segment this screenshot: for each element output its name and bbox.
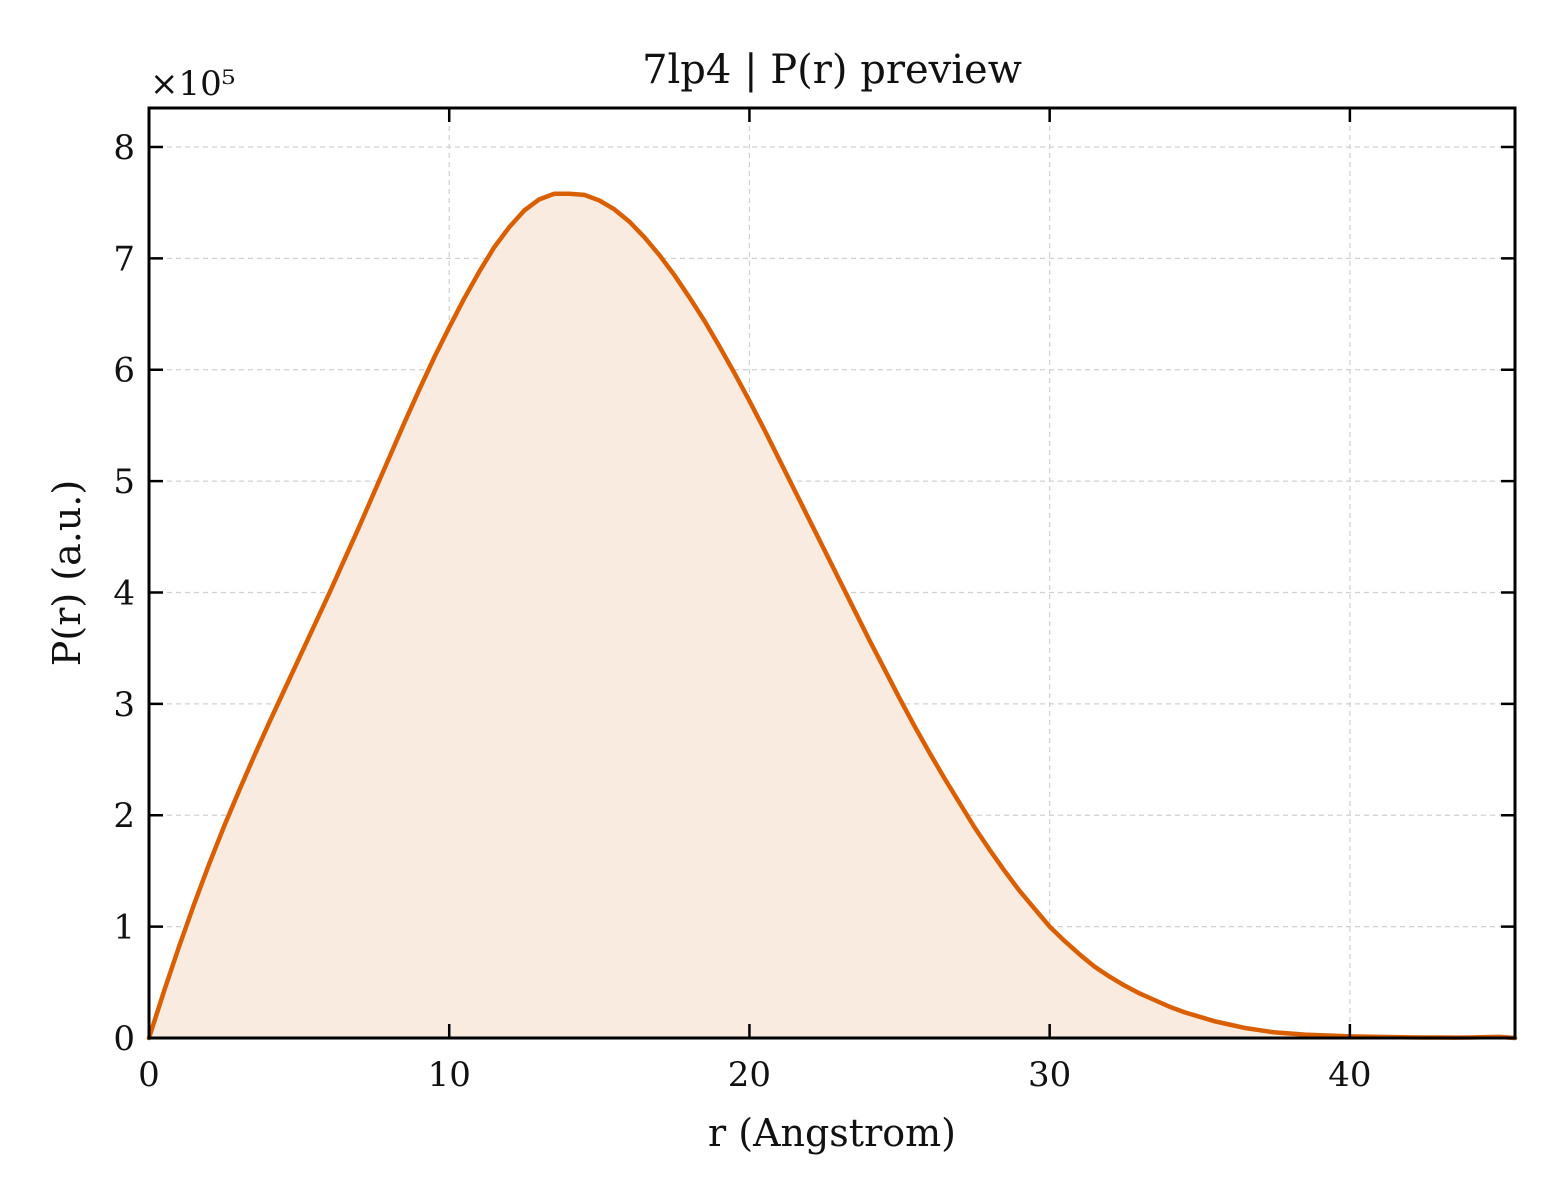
y-axis-label: P(r) (a.u.) (45, 480, 89, 666)
y-tick-label: 7 (113, 239, 135, 279)
series-line (146, 191, 1518, 1041)
x-tick-label: 40 (1328, 1055, 1371, 1095)
x-axis-label: r (Angstrom) (708, 1111, 956, 1155)
x-tick-label: 30 (1028, 1055, 1071, 1095)
x-tick-label: 20 (728, 1055, 771, 1095)
y-tick-label: 2 (113, 796, 135, 836)
y-tick-label: 0 (113, 1019, 135, 1059)
plot-frame (147, 106, 1517, 1040)
y-tick-label: 3 (113, 685, 135, 725)
x-axis-ticks: 0 10 20 30 40 (138, 108, 1372, 1095)
y-tick-label: 1 (113, 908, 135, 948)
y-tick-label: 4 (113, 573, 135, 613)
y-multiplier-label: ×10⁵ (150, 64, 235, 104)
x-tick-label: 0 (138, 1055, 160, 1095)
y-tick-label: 5 (113, 462, 135, 502)
x-tick-label: 10 (428, 1055, 471, 1095)
y-axis-ticks: 0 1 2 3 4 5 6 7 8 (113, 128, 1515, 1059)
series-area-fill (149, 193, 1515, 1038)
y-tick-label: 6 (113, 351, 135, 391)
chart-title: 7lp4 | P(r) preview (642, 47, 1022, 93)
y-tick-label: 8 (113, 128, 135, 168)
